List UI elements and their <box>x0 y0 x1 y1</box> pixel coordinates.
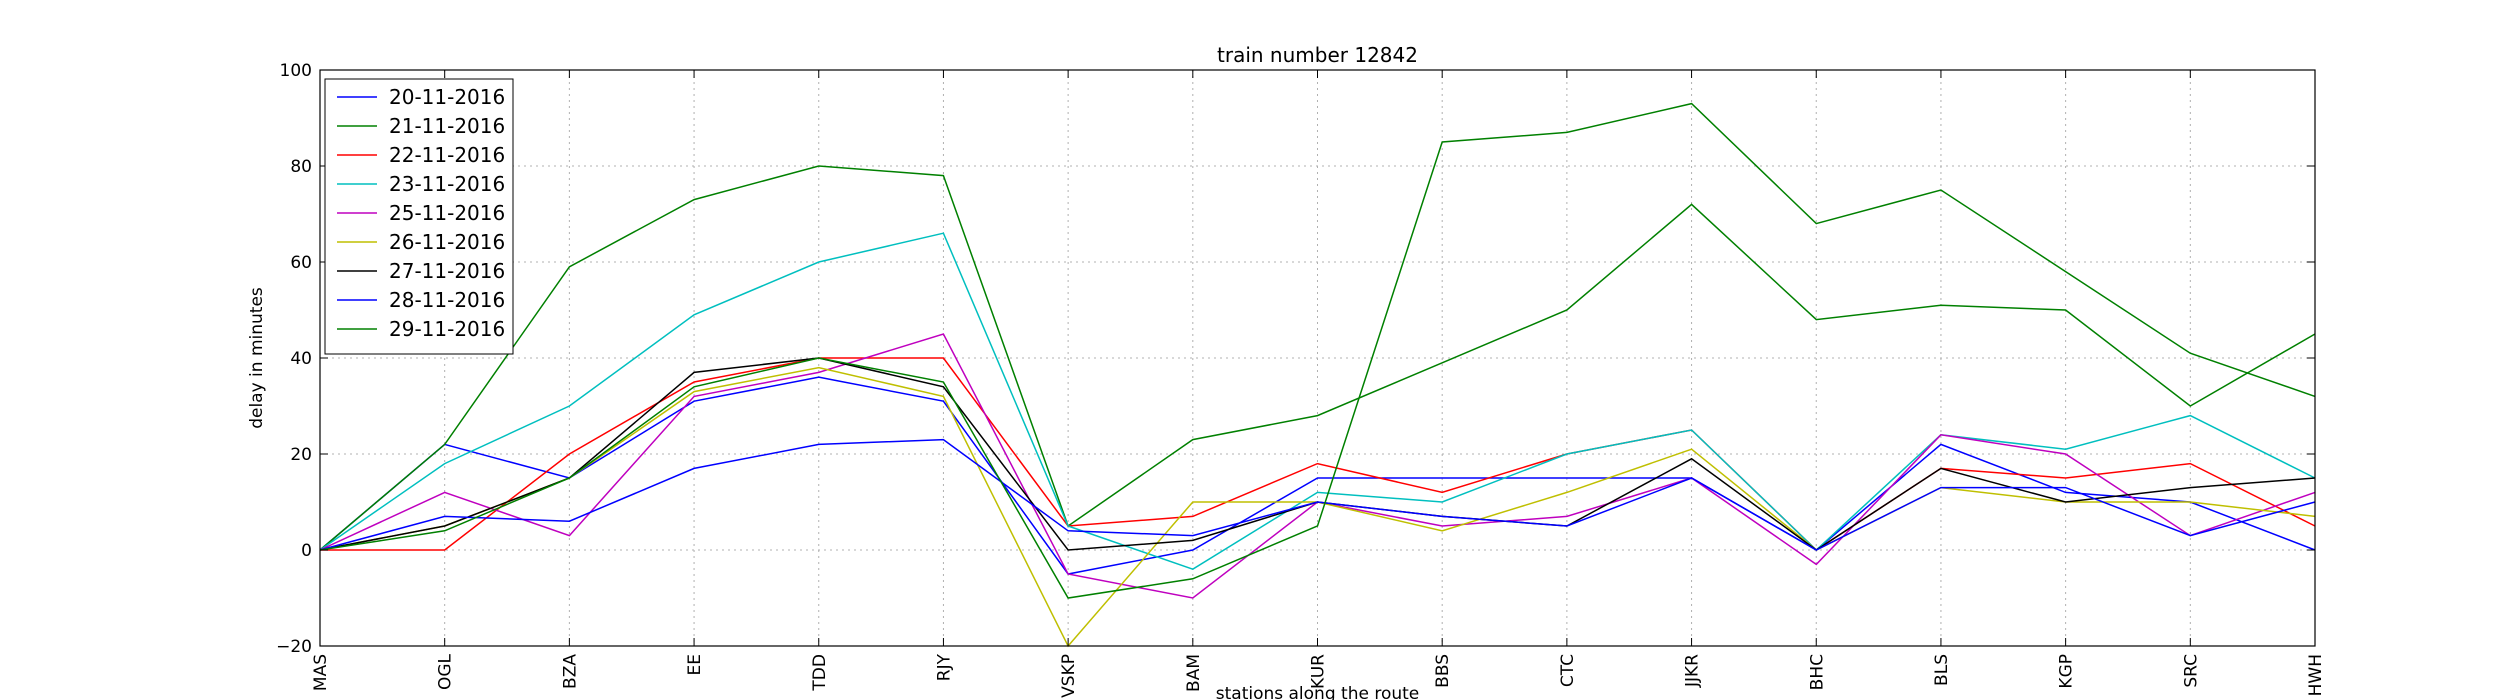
grid <box>320 70 2315 646</box>
y-tick-label: 60 <box>290 253 312 273</box>
x-tick-label: KGP <box>2057 654 2077 689</box>
legend-label: 21-11-2016 <box>389 114 505 138</box>
series-line-23-11-2016 <box>319 232 2316 571</box>
legend-label: 27-11-2016 <box>389 259 505 283</box>
x-tick-label: EE <box>685 654 705 675</box>
x-tick-label: HWH <box>2306 654 2326 696</box>
x-tick-label: BZA <box>560 654 580 689</box>
series-lines <box>319 102 2316 648</box>
legend: 20-11-2016 21-11-2016 22-11-2016 23-11-2016… <box>324 78 514 355</box>
x-tick-label: KUR <box>1309 654 1329 689</box>
x-tick-label: JJKR <box>1683 654 1703 688</box>
chart-title: train number 12842 <box>1217 43 1418 67</box>
y-axis-title: delay in minutes <box>247 287 267 429</box>
axis-ticks: −20 0 20 40 60 80 100 MAS OGL BZA EE TDD RJY VSKP BAM K… <box>276 61 2326 698</box>
legend-label: 25-11-2016 <box>389 201 505 225</box>
legend-label: 22-11-2016 <box>389 143 505 167</box>
y-tick-label: 20 <box>290 445 312 465</box>
x-tick-label: SRC <box>2181 654 2201 688</box>
y-tick-label: 100 <box>280 61 312 81</box>
x-tick-label: MAS <box>311 654 331 691</box>
x-tick-label: OGL <box>436 653 456 690</box>
x-tick-label: BBS <box>1433 654 1453 688</box>
legend-label: 23-11-2016 <box>389 172 505 196</box>
x-tick-label: RJY <box>934 653 954 681</box>
x-tick-label: TDD <box>810 654 830 692</box>
y-tick-label: 0 <box>301 541 312 561</box>
series-line-20-11-2016 <box>319 376 2316 575</box>
y-tick-label: −20 <box>276 637 312 657</box>
x-tick-label: BHC <box>1807 654 1827 690</box>
series-line-29-11-2016 <box>319 102 2316 599</box>
x-tick-label: BLS <box>1932 654 1952 686</box>
series-line-28-11-2016 <box>319 438 2316 551</box>
legend-box <box>324 78 514 355</box>
x-tick-label: BAM <box>1184 654 1204 692</box>
legend-label: 20-11-2016 <box>389 85 505 109</box>
x-tick-label: VSKP <box>1059 654 1079 698</box>
legend-label: 28-11-2016 <box>389 288 505 312</box>
y-tick-label: 80 <box>290 157 312 177</box>
series-line-22-11-2016 <box>320 357 2316 551</box>
y-tick-label: 40 <box>290 349 312 369</box>
series-line-21-11-2016 <box>319 165 2316 551</box>
legend-label: 29-11-2016 <box>389 317 505 341</box>
legend-label: 26-11-2016 <box>389 230 505 254</box>
x-tick-label: CTC <box>1558 654 1578 687</box>
x-axis-title: stations along the route <box>1216 684 1420 700</box>
